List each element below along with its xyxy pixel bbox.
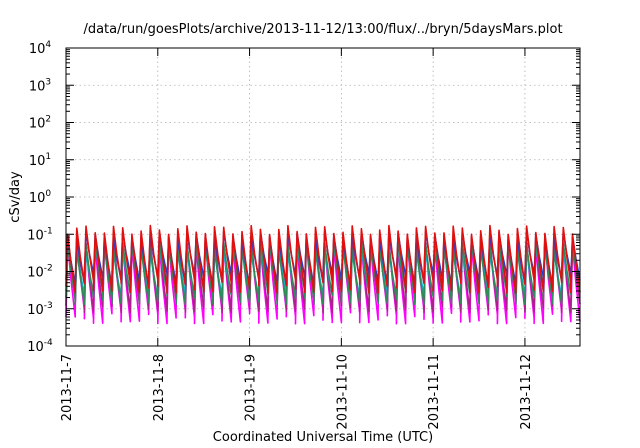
y-tick-exponent: -4 <box>44 338 53 348</box>
series-line <box>65 240 581 305</box>
y-tick-exponent: -2 <box>44 264 53 274</box>
series-line <box>65 224 581 294</box>
y-tick-label: 10-1 <box>27 226 53 243</box>
y-tick-base: 10 <box>29 79 46 94</box>
y-tick-exponent: 3 <box>45 77 51 87</box>
y-tick-label: 102 <box>29 115 51 132</box>
y-tick-base: 10 <box>27 340 44 355</box>
y-tick-exponent: 0 <box>45 189 51 199</box>
y-tick-base: 10 <box>29 117 46 132</box>
y-tick-exponent: -1 <box>44 226 53 236</box>
x-tick-label: 2013-11-12 <box>519 354 534 430</box>
y-tick-label: 10-2 <box>27 264 53 281</box>
y-tick-base: 10 <box>29 191 46 206</box>
x-tick-label: 2013-11-9 <box>244 354 259 421</box>
y-tick-label: 100 <box>29 189 52 206</box>
y-tick-label: 104 <box>29 40 52 57</box>
series-layer <box>65 224 581 325</box>
y-tick-label: 101 <box>29 152 51 169</box>
x-tick-labels: 2013-11-7 2013-11-8 2013-11-9 2013-11-10 201… <box>60 354 534 430</box>
x-tick-label: 2013-11-10 <box>335 354 350 430</box>
y-tick-exponent: -3 <box>44 301 53 311</box>
tick-layer <box>65 47 580 347</box>
y-axis-label: cSv/day <box>8 171 23 223</box>
x-tick-label: 2013-11-11 <box>427 354 442 430</box>
y-tick-exponent: 4 <box>45 40 51 50</box>
y-tick-label: 103 <box>29 77 51 94</box>
y-tick-base: 10 <box>29 154 46 169</box>
x-tick-label: 2013-11-8 <box>152 354 167 421</box>
y-tick-exponent: 2 <box>45 115 51 125</box>
y-tick-base: 10 <box>27 303 44 318</box>
y-tick-label: 10-4 <box>27 338 53 355</box>
x-axis-label: Coordinated Universal Time (UTC) <box>213 430 433 445</box>
y-tick-base: 10 <box>27 266 44 281</box>
y-tick-base: 10 <box>29 42 46 57</box>
y-tick-exponent: 1 <box>45 152 51 162</box>
y-tick-base: 10 <box>27 228 44 243</box>
y-tick-label: 10-3 <box>27 301 53 318</box>
x-tick-label: 2013-11-7 <box>60 354 75 421</box>
chart-title: /data/run/goesPlots/archive/2013-11-12/1… <box>83 22 562 37</box>
